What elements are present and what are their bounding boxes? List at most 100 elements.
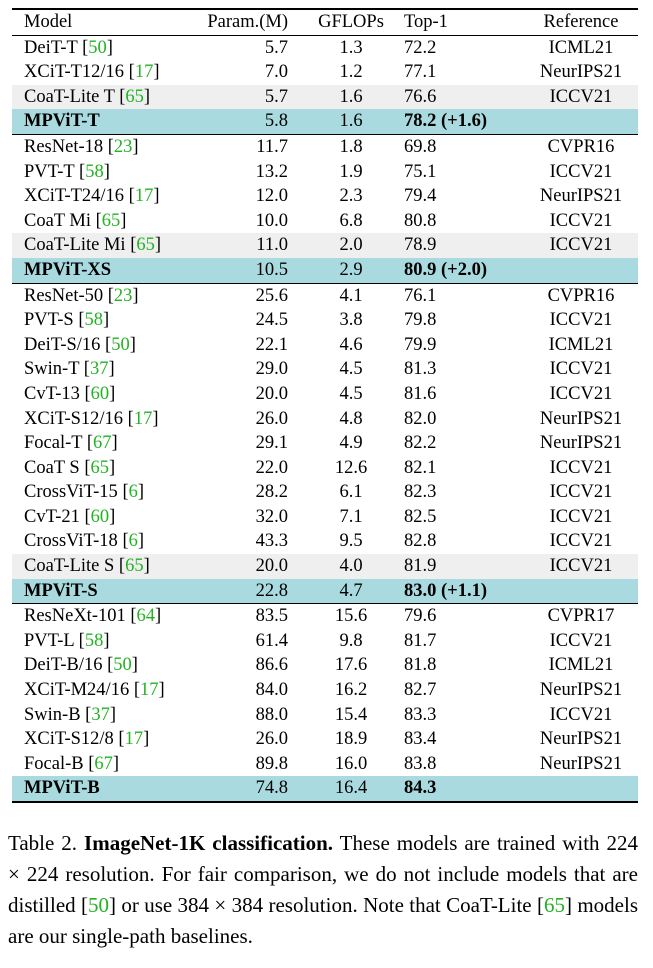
citation-link[interactable]: 17 bbox=[134, 62, 154, 83]
caption-citation-1[interactable]: 50 bbox=[88, 893, 110, 917]
cell-top1: 82.1 bbox=[404, 457, 437, 478]
table-row: MPViT-T 5.8 1.6 78.2 (+1.6) bbox=[12, 109, 638, 135]
header-top1: Top-1 bbox=[404, 12, 448, 32]
citation-link[interactable]: 17 bbox=[134, 186, 154, 207]
cell-model: PVT-L [58] bbox=[24, 630, 110, 651]
table-row: Focal-B [67] 89.8 16.0 83.8 NeurIPS21 bbox=[12, 752, 638, 777]
cell-param: 84.0 bbox=[255, 680, 288, 701]
cell-reference: NeurIPS21 bbox=[539, 186, 623, 207]
cell-model: CrossViT-18 [6] bbox=[24, 531, 145, 552]
citation-link[interactable]: 23 bbox=[113, 285, 133, 306]
citation-link[interactable]: 65 bbox=[101, 210, 121, 231]
citation-link[interactable]: 65 bbox=[90, 457, 109, 478]
cell-gflops: 6.1 bbox=[339, 482, 363, 503]
cell-reference: CVPR16 bbox=[547, 136, 615, 157]
cell-model: CvT-13 [60] bbox=[24, 383, 116, 404]
citation-link[interactable]: 67 bbox=[93, 433, 112, 454]
table-row: CoaT S [65] 22.0 12.6 82.1 ICCV21 bbox=[12, 456, 638, 481]
cell-reference: ICCV21 bbox=[549, 161, 613, 182]
cell-model: CvT-21 [60] bbox=[24, 506, 116, 527]
cell-gflops: 17.6 bbox=[334, 655, 368, 676]
cell-top1: 69.8 bbox=[404, 136, 437, 157]
table-row: CrossViT-15 [6] 28.2 6.1 82.3 ICCV21 bbox=[12, 480, 638, 505]
cell-param: 5.7 bbox=[264, 37, 288, 58]
cell-model: MPViT-S bbox=[12, 578, 202, 604]
cell-reference: ICCV21 bbox=[549, 359, 613, 380]
model-name: XCiT-T24/16 bbox=[24, 186, 125, 207]
cell-reference: NeurIPS21 bbox=[539, 753, 623, 774]
citation-link[interactable]: 50 bbox=[111, 334, 130, 355]
cell-param: 22.1 bbox=[255, 334, 288, 355]
cell-top1: 82.0 bbox=[404, 408, 437, 429]
citation-link[interactable]: 37 bbox=[89, 359, 109, 380]
model-name: CvT-13 bbox=[24, 383, 80, 404]
cell-gflops: 9.8 bbox=[339, 630, 363, 651]
model-name: MPViT-S bbox=[24, 580, 98, 601]
cell-gflops: 4.8 bbox=[339, 408, 363, 429]
citation-link[interactable]: 37 bbox=[91, 704, 110, 725]
citation-link[interactable]: 50 bbox=[113, 655, 132, 676]
table-row: PVT-T [58] 13.2 1.9 75.1 ICCV21 bbox=[12, 160, 638, 185]
table-row: CrossViT-18 [6] 43.3 9.5 82.8 ICCV21 bbox=[12, 529, 638, 554]
cell-reference bbox=[524, 257, 638, 284]
cell-reference: NeurIPS21 bbox=[539, 680, 623, 701]
cell-gflops: 6.8 bbox=[339, 210, 363, 231]
citation-link[interactable]: 17 bbox=[133, 408, 153, 429]
table-row: XCiT-S12/16 [17] 26.0 4.8 82.0 NeurIPS21 bbox=[12, 407, 638, 432]
citation-link[interactable]: 6 bbox=[128, 482, 138, 503]
cell-gflops: 2.3 bbox=[339, 186, 363, 207]
citation-link[interactable]: 65 bbox=[136, 235, 155, 256]
table-row: XCiT-T24/16 [17] 12.0 2.3 79.4 NeurIPS21 bbox=[12, 184, 638, 209]
citation-link[interactable]: 65 bbox=[125, 556, 144, 577]
table-body: DeiT-T [50] 5.7 1.3 72.2 ICML21 XCiT-T12/16 [… bbox=[12, 35, 638, 802]
cell-model: CrossViT-15 [6] bbox=[24, 482, 145, 503]
table-header-row: Model Param.(M) GFLOPs Top-1 Reference bbox=[12, 9, 638, 36]
cell-gflops: 15.6 bbox=[334, 606, 368, 627]
citation-link[interactable]: 64 bbox=[136, 606, 156, 627]
cell-model: Focal-T [67] bbox=[24, 433, 118, 454]
cell-param: 10.5 bbox=[202, 257, 304, 284]
citation-link[interactable]: 67 bbox=[94, 753, 113, 774]
model-name: CrossViT-15 bbox=[24, 482, 118, 503]
model-name: CvT-21 bbox=[24, 506, 80, 527]
model-name: PVT-L bbox=[24, 630, 75, 651]
model-name: DeiT-T bbox=[24, 37, 78, 58]
model-name: ResNet-18 bbox=[24, 136, 104, 157]
cell-gflops: 1.8 bbox=[339, 136, 363, 157]
caption-text-3: ] models are our single-path baselines. bbox=[8, 893, 638, 948]
caption-citation-2[interactable]: 65 bbox=[543, 893, 565, 917]
citation-link[interactable]: 17 bbox=[140, 680, 159, 701]
citation-link[interactable]: 17 bbox=[124, 729, 144, 750]
cell-reference bbox=[524, 109, 638, 135]
cell-gflops: 1.6 bbox=[304, 109, 398, 135]
cell-top1: 80.9 (+2.0) bbox=[398, 257, 524, 284]
cell-gflops: 4.9 bbox=[339, 433, 363, 454]
cell-reference: ICCV21 bbox=[524, 554, 638, 579]
model-name: CoaT-Lite T bbox=[24, 86, 115, 107]
model-name: CoaT-Lite S bbox=[24, 556, 115, 577]
cell-reference: ICCV21 bbox=[549, 506, 613, 527]
cell-gflops: 18.9 bbox=[334, 729, 368, 750]
table-caption: Table 2. ImageNet-1K classification. The… bbox=[8, 828, 638, 952]
citation-link[interactable]: 65 bbox=[125, 86, 144, 107]
cell-top1: 83.8 bbox=[404, 753, 437, 774]
table-row: CoaT-Lite T [65] 5.7 1.6 76.6 ICCV21 bbox=[12, 84, 638, 110]
cell-model: XCiT-M24/16 [17] bbox=[24, 680, 165, 701]
citation-link[interactable]: 58 bbox=[85, 161, 104, 182]
citation-link[interactable]: 6 bbox=[128, 531, 138, 552]
cell-param: 43.3 bbox=[255, 531, 288, 552]
citation-link[interactable]: 58 bbox=[84, 310, 104, 331]
cell-top1: 82.3 bbox=[404, 482, 437, 503]
header-reference: Reference bbox=[543, 12, 619, 32]
cell-top1: 78.2 (+1.6) bbox=[398, 109, 524, 135]
cell-gflops: 4.0 bbox=[304, 554, 398, 579]
cell-top1: 82.5 bbox=[404, 506, 437, 527]
cell-gflops: 1.2 bbox=[339, 62, 363, 83]
citation-link[interactable]: 23 bbox=[113, 136, 133, 157]
citation-link[interactable]: 60 bbox=[90, 383, 110, 404]
model-name: Focal-T bbox=[24, 433, 83, 454]
citation-link[interactable]: 50 bbox=[88, 37, 107, 58]
cell-gflops: 4.1 bbox=[339, 285, 363, 306]
citation-link[interactable]: 60 bbox=[90, 506, 110, 527]
citation-link[interactable]: 58 bbox=[84, 630, 104, 651]
